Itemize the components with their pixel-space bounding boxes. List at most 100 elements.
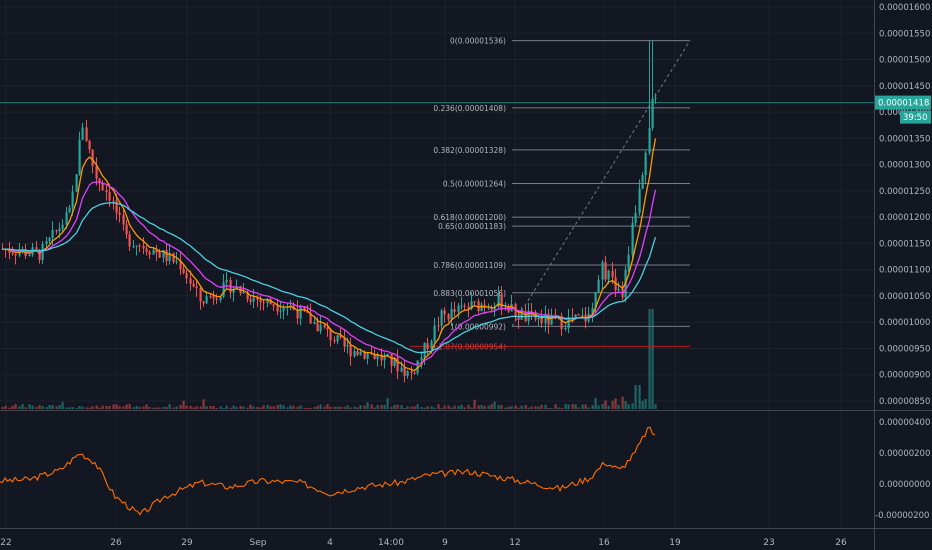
countdown-value: 39:50 — [903, 113, 928, 123]
candle-body — [648, 127, 651, 153]
volume-bar — [78, 406, 81, 409]
volume-bar — [591, 405, 594, 409]
volume-bar — [303, 407, 306, 409]
fib-trend-line[interactable] — [511, 40, 691, 327]
volume-bar — [624, 400, 627, 409]
candle-body — [453, 309, 456, 312]
volume-bar — [95, 405, 98, 409]
volume-bar — [155, 407, 158, 409]
price-tick-label: 0.00000850 — [879, 397, 930, 407]
candle-body — [627, 254, 630, 270]
oscillator-tick-label: 0.00000000 — [879, 480, 930, 490]
candle-body — [65, 212, 68, 225]
volume-bar — [530, 406, 533, 409]
candle-body — [51, 229, 54, 238]
candle-body — [242, 291, 245, 294]
candle-body — [155, 249, 158, 253]
volume-bar — [81, 406, 84, 409]
volume-bar — [282, 405, 285, 409]
candle-body — [591, 307, 594, 314]
volume-bars — [1, 309, 657, 409]
candle-body — [611, 270, 614, 278]
time-tick-label: 26 — [110, 538, 122, 548]
candle-body — [219, 296, 222, 300]
volume-bar — [473, 399, 476, 409]
oscillator-pane — [0, 426, 656, 516]
candle-body — [138, 245, 141, 247]
volume-bar — [453, 405, 456, 409]
volume-bar — [410, 406, 413, 409]
volume-bar — [574, 404, 577, 409]
volume-bar — [132, 407, 135, 409]
volume-bar — [617, 404, 620, 409]
candle-body — [61, 224, 64, 229]
candle-body — [443, 310, 446, 315]
candle-body — [574, 314, 577, 319]
volume-bar — [219, 406, 222, 409]
current-price-marker: 0.00001418 39:50 — [0, 95, 931, 124]
volume-bar — [289, 405, 292, 409]
volume-bar — [638, 385, 641, 409]
volume-bar — [584, 404, 587, 409]
candle-body — [91, 149, 94, 167]
candle-body — [179, 261, 182, 270]
candle-body — [564, 328, 567, 330]
volume-bar — [329, 406, 332, 409]
candle-body — [470, 301, 473, 309]
volume-bar — [212, 406, 215, 409]
candle-body — [517, 316, 520, 320]
candle-body — [339, 335, 342, 338]
volume-bar — [175, 406, 178, 409]
volume-bar — [406, 406, 409, 409]
volume-bar — [540, 404, 543, 409]
volume-bar — [380, 404, 383, 409]
volume-bar — [654, 404, 657, 409]
volume-bar — [118, 406, 121, 409]
price-tick-label: 0.00001100 — [879, 266, 930, 276]
candle-body — [638, 188, 641, 214]
price-tick-label: 0.00001300 — [879, 161, 930, 171]
price-tick-label: 0.00001500 — [879, 56, 930, 66]
volume-bar — [1, 407, 4, 409]
candle-body — [75, 174, 78, 192]
price-tick-label: 0.00001350 — [879, 134, 930, 144]
candle-body — [279, 310, 282, 312]
price-tick-label: 0.00001250 — [879, 187, 930, 197]
candle-body — [366, 352, 369, 359]
oscillator-axis[interactable]: 0.00000400 0.00000200 0.00000000 -0.0000020… — [875, 418, 930, 521]
volume-bar — [534, 406, 537, 409]
volume-bar — [510, 406, 513, 409]
candle-body — [215, 298, 218, 300]
time-tick-label: 14:00 — [378, 538, 404, 548]
time-axis[interactable]: 22 26 29 Sep 4 14:00 9 12 16 19 23 26 — [0, 538, 847, 548]
volume-bar — [359, 405, 362, 409]
time-tick-label: 26 — [835, 538, 847, 548]
volume-bar — [122, 406, 125, 409]
volume-bar — [18, 406, 21, 409]
volume-bar — [393, 404, 396, 409]
candle-body — [433, 325, 436, 342]
volume-bar — [460, 404, 463, 409]
volume-bar — [343, 406, 346, 409]
candle-body — [423, 343, 426, 358]
candle-body — [105, 190, 108, 193]
volume-bar — [112, 404, 115, 409]
volume-bar — [440, 407, 443, 409]
candle-body — [58, 228, 61, 232]
time-tick-label: 19 — [669, 538, 681, 548]
candle-body — [560, 315, 563, 330]
candle-body — [303, 306, 306, 311]
candle-body — [108, 192, 111, 201]
volume-bar — [292, 405, 295, 409]
volume-bar — [101, 405, 104, 409]
volume-bar — [366, 402, 369, 409]
volume-bar — [430, 406, 433, 409]
volume-bar — [500, 405, 503, 409]
volume-bar — [644, 398, 647, 409]
volume-bar — [85, 407, 88, 409]
volume-bar — [61, 401, 64, 409]
candle-body — [299, 306, 302, 319]
candle-body — [232, 288, 235, 293]
volume-bar — [490, 404, 493, 409]
